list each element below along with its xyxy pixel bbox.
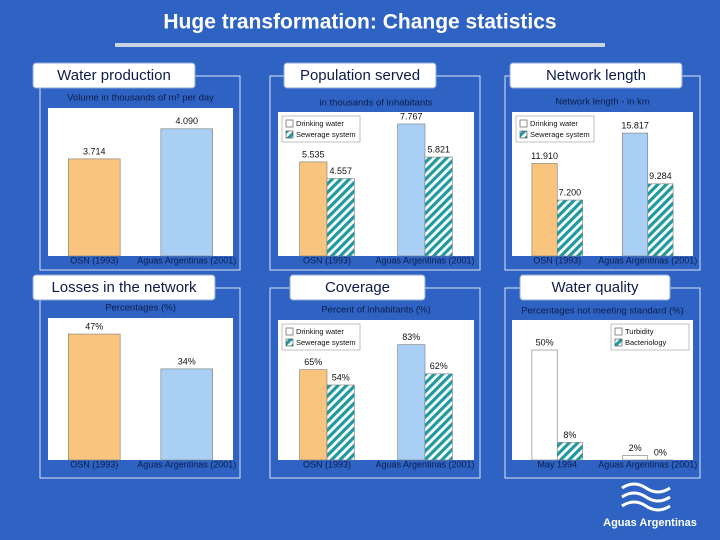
data-label: 50% (536, 337, 554, 347)
x-tick-label: OSN (1993) (70, 459, 118, 469)
data-label: 8% (563, 430, 576, 440)
panel-subtitle: Percentages not meeting standard (%) (521, 306, 684, 317)
data-label: 62% (430, 361, 448, 371)
panel-title: Population served (300, 67, 420, 84)
bar (397, 344, 426, 461)
panel-title-box (509, 62, 683, 89)
bar (68, 333, 121, 461)
bar (160, 368, 213, 461)
panel-title-box (283, 62, 437, 89)
bar (326, 178, 355, 257)
bar (424, 373, 453, 461)
logo-wave (621, 491, 671, 503)
x-tick-label: OSN (1993) (303, 459, 351, 469)
data-label: 5.821 (427, 144, 450, 154)
panel-title: Water production (57, 67, 171, 84)
bar (397, 123, 426, 257)
data-label: 2% (629, 443, 642, 453)
legend-label: Sewerage system (296, 338, 356, 347)
data-label: 4.557 (329, 166, 352, 176)
bar (622, 455, 649, 461)
legend-label: Drinking water (530, 119, 578, 128)
data-label: 47% (85, 321, 103, 331)
x-tick-label: OSN (1993) (533, 255, 581, 265)
legend-swatch (285, 119, 294, 128)
title-rule (115, 43, 605, 47)
slide-title: Huge transformation: Change statistics (163, 11, 556, 34)
x-tick-label: Aguas Argentinas (2001) (598, 459, 697, 469)
legend-label: Bacteriology (625, 338, 667, 347)
panel-title-box (289, 274, 426, 301)
panel-subtitle: in thousands of inhabitants (319, 98, 432, 109)
bar (647, 183, 674, 257)
data-label: 65% (304, 357, 322, 367)
logo: Aguas Argentinas (603, 482, 697, 529)
legend-swatch (285, 338, 294, 347)
x-tick-label: Aguas Argentinas (2001) (375, 459, 474, 469)
bar (424, 156, 453, 257)
panel-title: Losses in the network (51, 279, 197, 296)
panel-title: Coverage (325, 279, 390, 296)
x-tick-label: Aguas Argentinas (2001) (137, 459, 236, 469)
data-label: 9.284 (649, 171, 672, 181)
legend-swatch (285, 327, 294, 336)
bar (299, 369, 328, 461)
legend-box (281, 323, 361, 351)
panel-title: Water quality (552, 279, 639, 296)
data-label: 5.535 (302, 149, 325, 159)
bar (160, 128, 213, 257)
data-label: 34% (178, 356, 196, 366)
panel-subtitle: Percentages (%) (105, 303, 176, 314)
data-label: 7.767 (400, 111, 423, 121)
bar (556, 199, 583, 257)
panel-subtitle: Volume in thousands of m³ per day (67, 93, 214, 104)
panel-subtitle: Percent of inhabitants (%) (321, 305, 430, 316)
data-label: 7.200 (559, 187, 582, 197)
legend-swatch (614, 338, 623, 347)
x-tick-label: May 1994 (537, 459, 577, 469)
data-label: 4.090 (175, 116, 198, 126)
panel-title-box (519, 274, 671, 301)
legend-box (515, 115, 595, 143)
bar (531, 349, 558, 461)
panel-title: Network length (546, 67, 646, 84)
data-label: 11.910 (531, 151, 558, 161)
x-tick-label: Aguas Argentinas (2001) (598, 255, 697, 265)
bar (531, 163, 558, 257)
legend-box (610, 323, 690, 351)
bar (299, 161, 328, 257)
data-label: 83% (402, 332, 420, 342)
data-label: 15.817 (621, 120, 649, 130)
panel-subtitle: Network length - in km (555, 97, 650, 108)
legend-label: Drinking water (296, 119, 344, 128)
logo-wave (621, 482, 671, 494)
legend-label: Drinking water (296, 327, 344, 336)
legend-label: Sewerage system (296, 130, 356, 139)
data-label: 54% (332, 372, 350, 382)
bar (622, 132, 649, 257)
legend-swatch (519, 130, 528, 139)
data-label: 3.714 (83, 146, 106, 156)
panel-title-box (32, 62, 196, 89)
legend-swatch (519, 119, 528, 128)
x-tick-label: OSN (1993) (303, 255, 351, 265)
legend-swatch (285, 130, 294, 139)
x-tick-label: OSN (1993) (70, 255, 118, 265)
logo-wave (621, 500, 671, 512)
bar (556, 442, 583, 461)
logo-text: Aguas Argentinas (603, 517, 697, 529)
bar (68, 158, 121, 257)
legend-label: Sewerage system (530, 130, 590, 139)
data-label: 0% (654, 447, 667, 457)
x-tick-label: Aguas Argentinas (2001) (137, 255, 236, 265)
x-tick-label: Aguas Argentinas (2001) (375, 255, 474, 265)
legend-swatch (614, 327, 623, 336)
panel-title-box (32, 274, 216, 301)
bar (326, 384, 355, 461)
legend-label: Turbidity (625, 327, 654, 336)
legend-box (281, 115, 361, 143)
